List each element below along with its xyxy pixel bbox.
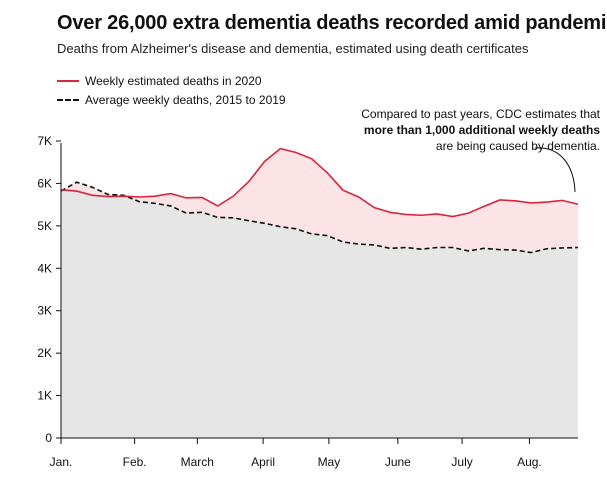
- legend-item-average: Average weekly deaths, 2015 to 2019: [57, 90, 286, 109]
- plot-area: [60, 147, 579, 438]
- y-tick-label: 3K: [37, 304, 52, 318]
- series-line-average: [60, 181, 579, 254]
- series-line-2020: [60, 147, 579, 218]
- x-tick-label: April: [251, 455, 275, 469]
- y-tick-label: 0: [45, 431, 52, 445]
- x-tick-label: Feb.: [123, 455, 147, 469]
- y-tick-label: 5K: [37, 219, 52, 233]
- y-tick-label: 6K: [37, 176, 52, 190]
- x-tick-label: Jan.: [50, 455, 73, 469]
- excess-area: [61, 148, 578, 253]
- legend-swatch-dashed: [57, 98, 79, 101]
- y-tick-label: 1K: [37, 389, 52, 403]
- legend-item-2020: Weekly estimated deaths in 2020: [57, 71, 286, 90]
- baseline-area: [61, 182, 578, 438]
- y-tick-label: 4K: [37, 261, 52, 275]
- y-tick-label: 7K: [37, 134, 52, 148]
- x-tick-label: May: [318, 455, 341, 469]
- x-tick-label: July: [451, 455, 472, 469]
- x-tick-label: Aug.: [517, 455, 542, 469]
- x-tick-label: June: [385, 455, 411, 469]
- chart-title: Over 26,000 extra dementia deaths record…: [57, 12, 607, 34]
- legend-label-2020: Weekly estimated deaths in 2020: [85, 73, 262, 88]
- annotation-leader-line: [534, 147, 576, 193]
- axes: 0 1K 2K 3K 4K 5K 6K 7K Jan. Feb. March April May June…: [37, 134, 578, 469]
- annotation-line-1: Compared to past years, CDC estimates th…: [361, 107, 600, 121]
- legend: Weekly estimated deaths in 2020 Average …: [57, 71, 286, 109]
- legend-label-average: Average weekly deaths, 2015 to 2019: [85, 92, 286, 107]
- annotation-bold: more than 1,000 additional weekly deaths: [363, 123, 600, 137]
- annotation: Compared to past years, CDC estimates th…: [338, 106, 600, 154]
- legend-swatch-solid: [57, 79, 79, 82]
- x-tick-label: March: [181, 455, 214, 469]
- annotation-line-3: are being caused by dementia.: [435, 139, 600, 153]
- chart-subtitle: Deaths from Alzheimer's disease and deme…: [57, 41, 529, 56]
- y-tick-label: 2K: [37, 346, 52, 360]
